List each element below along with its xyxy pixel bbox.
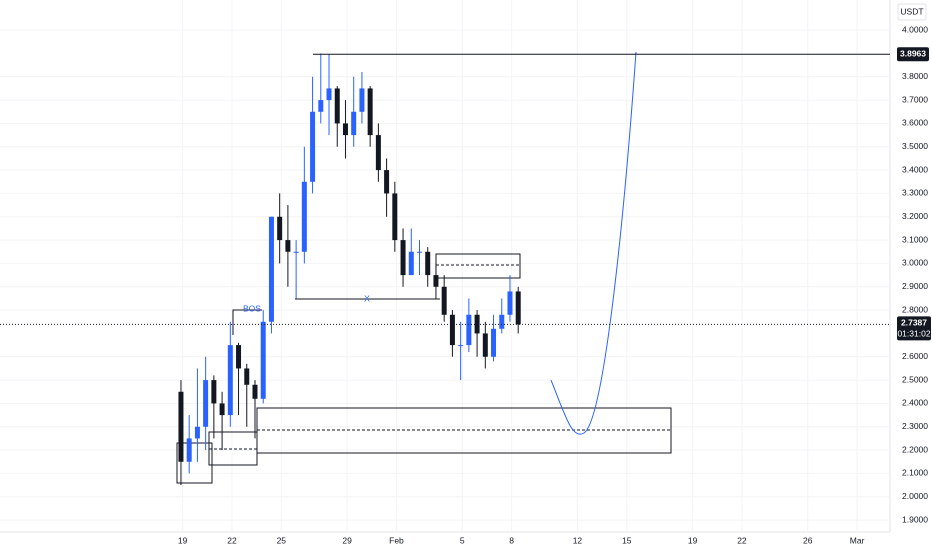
candle-body <box>351 111 357 136</box>
candle-body <box>277 216 283 241</box>
y-tick-label: 3.7000 <box>902 94 928 104</box>
candle-body <box>194 426 200 439</box>
candle-body <box>359 88 365 112</box>
y-tick-label: 3.4000 <box>902 164 928 174</box>
y-tick-label: 2.2000 <box>902 444 928 454</box>
candle-body <box>227 345 233 416</box>
y-tick-label: 3.6000 <box>902 118 928 128</box>
y-tick-label: 2.0000 <box>902 491 928 501</box>
candle-body <box>425 251 431 276</box>
candle-body <box>318 100 324 112</box>
x-tick-label: 26 <box>803 535 813 545</box>
x-tick-label: 8 <box>509 535 514 545</box>
candle-body <box>433 275 439 287</box>
bos-line <box>232 309 262 335</box>
candle-body <box>293 251 299 253</box>
candle-body <box>342 123 348 136</box>
x-tick-label: 22 <box>227 535 237 545</box>
y-tick-label: 3.0000 <box>902 258 928 268</box>
y-tick-label: 2.1000 <box>902 468 928 478</box>
last-price-tag <box>897 316 931 341</box>
x-tick-label: Mar <box>850 535 865 545</box>
zone-box <box>176 442 213 484</box>
bos-label: BOS <box>243 303 261 313</box>
y-tick-label: 4.0000 <box>902 24 928 34</box>
candle-body <box>458 345 464 347</box>
candle-body <box>466 314 472 346</box>
candle-body <box>285 240 291 252</box>
grid <box>0 0 890 532</box>
y-tick-label: 2.9000 <box>902 281 928 291</box>
candle-body <box>491 328 497 357</box>
candle-body <box>236 345 242 369</box>
y-tick-label: 2.3000 <box>902 421 928 431</box>
candle-body <box>375 135 381 171</box>
y-tick-label: 2.6000 <box>902 351 928 361</box>
x-tick-label: 29 <box>342 535 352 545</box>
candle-body <box>441 286 447 315</box>
candle-body <box>252 384 258 399</box>
candle-body <box>178 391 184 462</box>
y-tick-label: 1.9000 <box>902 514 928 524</box>
y-tick-label: 3.8000 <box>902 71 928 81</box>
candle-body <box>219 403 225 416</box>
candle-body <box>367 88 373 136</box>
candle-body <box>268 216 274 322</box>
y-tick-label: 2.5000 <box>902 374 928 384</box>
x-tick-label: 22 <box>737 535 747 545</box>
candle-body <box>326 88 332 101</box>
x-tick-label: Feb <box>389 535 404 545</box>
candle-body <box>482 333 488 357</box>
countdown: 01:31:02 <box>897 329 930 339</box>
y-tick-label: 3.2000 <box>902 211 928 221</box>
x-tick-label: 12 <box>573 535 583 545</box>
y-tick-label: 2.8000 <box>902 304 928 314</box>
high-level-tag <box>897 47 929 62</box>
candle-body <box>449 314 455 346</box>
drawings <box>176 51 672 484</box>
candle-body <box>392 193 398 241</box>
x-tick-label: 19 <box>178 535 188 545</box>
candle-body <box>507 291 513 315</box>
candle-body <box>408 251 414 276</box>
candle-body <box>515 291 521 325</box>
candle-body <box>301 181 307 252</box>
x-tick-label: 25 <box>277 535 287 545</box>
candle-body <box>211 380 217 404</box>
candle-body <box>203 380 209 427</box>
x-tick-label: 5 <box>460 535 465 545</box>
y-tick-label: 2.4000 <box>902 398 928 408</box>
candle-body <box>310 111 316 182</box>
candle-body <box>384 170 390 194</box>
supply-zone <box>435 253 521 279</box>
candle-body <box>499 314 505 329</box>
x-label: X <box>364 293 370 303</box>
y-tick-label: 3.3000 <box>902 188 928 198</box>
x-tick-label: 19 <box>688 535 698 545</box>
y-tick-label: 3.1000 <box>902 234 928 244</box>
last-price-label: 2.7387 <box>901 318 927 328</box>
candle-body <box>417 251 423 253</box>
candle-body <box>400 240 406 276</box>
currency: USDT <box>900 6 923 16</box>
candle-body <box>260 321 266 399</box>
candle-body <box>334 88 340 124</box>
candle-body <box>244 368 250 385</box>
candle-body <box>186 438 192 462</box>
projection-curve <box>550 51 637 435</box>
candles <box>178 53 521 486</box>
x-tick-label: 15 <box>622 535 632 545</box>
high-level-label: 3.8963 <box>900 49 926 59</box>
y-tick-label: 3.5000 <box>902 141 928 151</box>
currency-box <box>897 3 927 21</box>
